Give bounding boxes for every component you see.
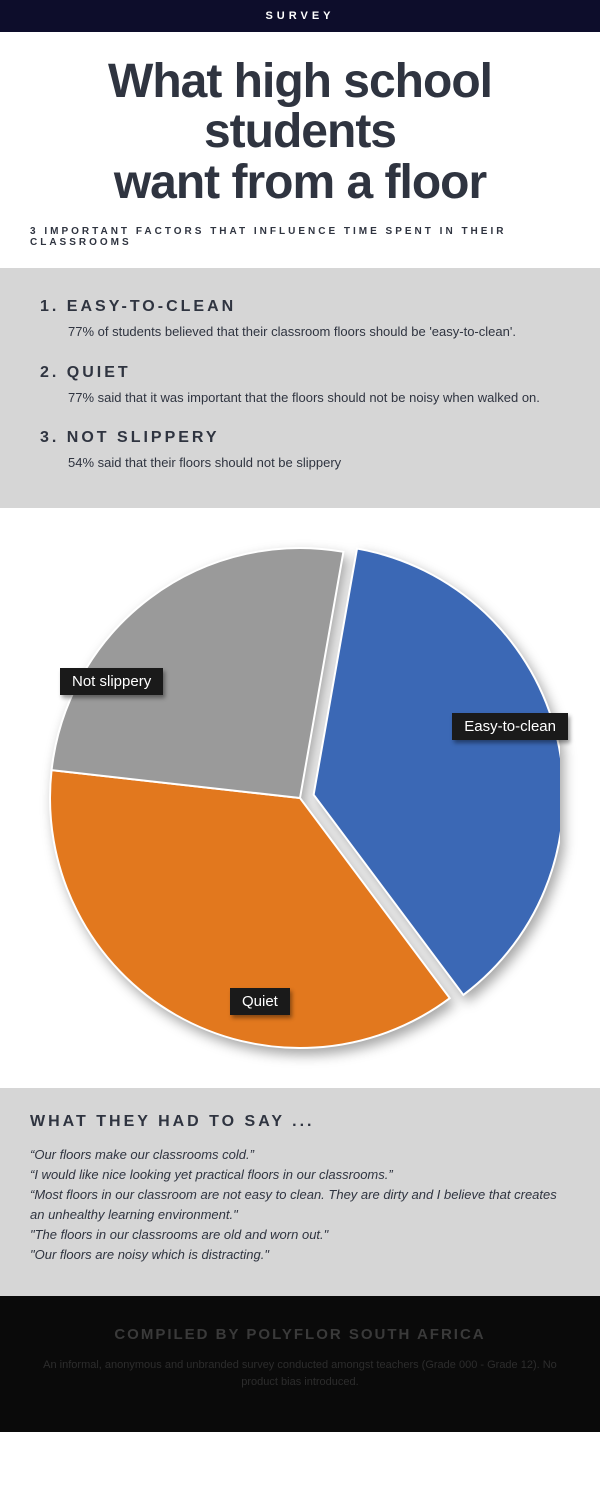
factor-body: 77% of students believed that their clas…: [40, 316, 560, 342]
factor-item: 2. QUIET 77% said that it was important …: [40, 364, 560, 408]
quote-line: “Most floors in our classroom are not ea…: [30, 1185, 570, 1225]
quote-line: “Our floors make our classrooms cold.”: [30, 1145, 570, 1165]
slice-label-easy-to-clean: Easy-to-clean: [452, 713, 568, 740]
footer-title: COMPILED BY POLYFLOR SOUTH AFRICA: [40, 1326, 560, 1343]
factor-name: EASY-TO-CLEAN: [67, 298, 236, 315]
factor-item: 3. NOT SLIPPERY 54% said that their floo…: [40, 429, 560, 473]
title-block: What high school students want from a fl…: [0, 32, 600, 268]
factor-name: QUIET: [67, 364, 131, 381]
factor-num: 3.: [40, 429, 59, 446]
quotes-heading: WHAT THEY HAD TO SAY ...: [30, 1113, 570, 1131]
quote-line: “I would like nice looking yet practical…: [30, 1165, 570, 1185]
pie-chart: Easy-to-clean Quiet Not slippery: [40, 538, 560, 1058]
page-title: What high school students want from a fl…: [30, 57, 570, 208]
subtitle: 3 IMPORTANT FACTORS THAT INFLUENCE TIME …: [30, 226, 570, 248]
quote-line: "Our floors are noisy which is distracti…: [30, 1245, 570, 1265]
factor-body: 54% said that their floors should not be…: [40, 447, 560, 473]
slice-label-not-slippery: Not slippery: [60, 668, 163, 695]
quotes-block: WHAT THEY HAD TO SAY ... “Our floors mak…: [0, 1088, 600, 1296]
factor-num: 2.: [40, 364, 59, 381]
header-bar: SURVEY: [0, 0, 600, 32]
factors-block: 1. EASY-TO-CLEAN 77% of students believe…: [0, 268, 600, 508]
factor-num: 1.: [40, 298, 59, 315]
factor-name: NOT SLIPPERY: [67, 429, 220, 446]
factor-body: 77% said that it was important that the …: [40, 382, 560, 408]
chart-area: Easy-to-clean Quiet Not slippery: [0, 508, 600, 1088]
factor-item: 1. EASY-TO-CLEAN 77% of students believe…: [40, 298, 560, 342]
title-line2: want from a floor: [114, 156, 486, 209]
title-line1: What high school students: [108, 55, 492, 158]
header-label: SURVEY: [265, 10, 334, 22]
factor-heading: 3. NOT SLIPPERY: [40, 429, 560, 447]
quotes-list: “Our floors make our classrooms cold.”“I…: [30, 1145, 570, 1266]
quote-line: "The floors in our classrooms are old an…: [30, 1225, 570, 1245]
pie-svg: [40, 538, 560, 1058]
footer-subtitle: An informal, anonymous and unbranded sur…: [40, 1357, 560, 1392]
slice-label-quiet: Quiet: [230, 988, 290, 1015]
factor-heading: 1. EASY-TO-CLEAN: [40, 298, 560, 316]
factor-heading: 2. QUIET: [40, 364, 560, 382]
footer: COMPILED BY POLYFLOR SOUTH AFRICA An inf…: [0, 1296, 600, 1432]
